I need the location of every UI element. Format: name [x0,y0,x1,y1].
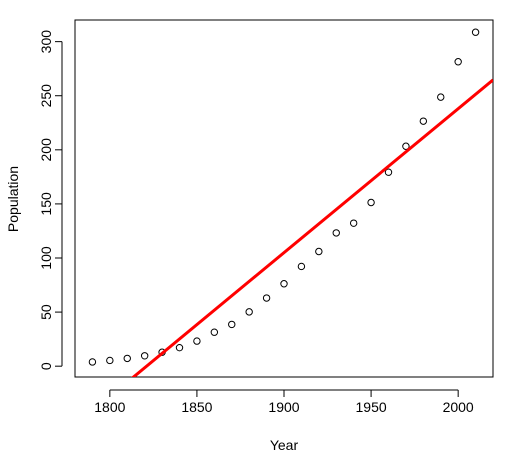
x-tick-label: 1950 [356,399,387,415]
data-point [384,168,393,176]
data-point [367,198,375,207]
data-point [454,58,462,66]
data-point [315,247,323,256]
data-point [332,229,340,237]
y-tick-label: 250 [38,84,54,108]
plot-area [88,28,493,377]
data-point [228,320,236,329]
y-tick-label: 150 [38,192,54,216]
x-axis-title: Year [270,437,299,453]
data-point [419,117,428,125]
data-point [280,280,288,288]
data-point [245,308,253,316]
plot-frame [74,19,494,378]
data-point [262,294,271,302]
data-point [175,343,184,352]
data-point [210,328,219,336]
x-tick-label: 1800 [94,399,125,415]
y-tick-label: 100 [38,246,54,270]
x-axis: 1800 1850 1900 1950 2000 [94,389,474,415]
y-axis: 0 50 100 150 200 250 300 [38,30,63,370]
y-axis-title: Population [5,166,21,232]
y-tick-label: 50 [38,304,54,320]
x-tick-label: 2000 [443,399,474,415]
data-point [349,219,358,227]
x-tick-label: 1850 [181,399,212,415]
y-tick-label: 300 [38,30,54,54]
data-point [471,28,480,36]
y-tick-label: 200 [38,138,54,162]
data-point [193,337,201,345]
data-point [297,262,306,271]
data-point [106,356,114,365]
regression-line [131,78,493,377]
y-tick-label: 0 [38,362,54,370]
data-point [88,358,97,366]
data-point [123,354,131,363]
data-point [140,352,149,360]
data-point [402,142,410,150]
data-point [437,93,445,101]
x-tick-label: 1900 [268,399,299,415]
